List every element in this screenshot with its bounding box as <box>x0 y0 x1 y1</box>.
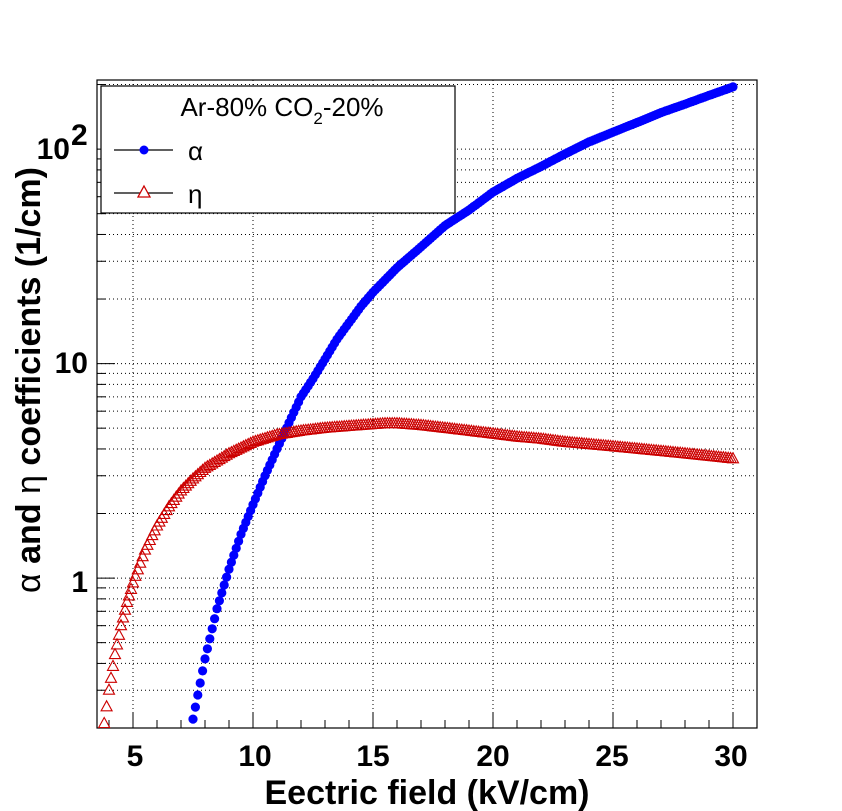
eta-data-point <box>97 716 111 728</box>
eta-data-point <box>120 595 134 607</box>
alpha-data-point <box>195 678 205 688</box>
eta-data-point <box>118 603 132 615</box>
eta-data-point <box>205 456 219 469</box>
alpha-data-point <box>200 654 210 664</box>
x-tick-label-20: 20 <box>476 740 509 773</box>
eta-data-point <box>200 459 214 472</box>
eta-data-point <box>188 469 202 482</box>
eta-data-point <box>162 499 176 512</box>
y-tick-label-100-exponent: 2 <box>71 119 88 152</box>
eta-data-point <box>172 486 186 499</box>
eta-data-point <box>114 618 128 631</box>
eta-data-point <box>203 458 217 470</box>
eta-data-point <box>112 628 126 640</box>
legend-eta-marker <box>136 184 152 198</box>
alpha-data-point <box>217 588 227 598</box>
legend-title-main: Ar-80% CO <box>180 92 313 122</box>
x-tick-label-15: 15 <box>356 740 389 773</box>
eta-data-point <box>131 562 145 575</box>
eta-data-point <box>193 465 207 478</box>
alpha-data-point <box>190 702 200 712</box>
eta-data-point <box>191 467 205 480</box>
series-alpha <box>188 82 738 724</box>
eta-data-point <box>210 453 224 466</box>
alpha-data-point <box>188 714 198 724</box>
alpha-data-point <box>198 666 208 676</box>
eta-data-point <box>726 451 740 464</box>
eta-data-point <box>104 671 118 683</box>
legend-title: Ar-80% CO2-20% <box>180 92 383 128</box>
eta-data-point <box>110 637 124 650</box>
eta-data-point <box>215 450 229 463</box>
eta-data-point <box>268 428 282 441</box>
alpha-data-point <box>219 580 229 590</box>
plot-frame <box>96 79 758 729</box>
alpha-data-point <box>210 614 220 624</box>
eta-data-point <box>136 549 150 562</box>
y-axis-title: α and η coefficients (1/cm) <box>10 167 48 593</box>
y-axis-title-alpha: α <box>10 573 48 593</box>
eta-data-point <box>212 452 226 465</box>
legend-eta-label: η <box>188 179 202 209</box>
alpha-data-point <box>193 690 203 700</box>
y-tick-label-1: 1 <box>71 566 88 599</box>
alpha-data-point <box>229 550 239 560</box>
data-series <box>97 82 740 728</box>
y-tick-labels: 1 10 10 2 <box>37 119 88 599</box>
eta-data-point <box>186 471 200 484</box>
eta-data-point <box>164 496 178 509</box>
alpha-data-point <box>214 596 224 606</box>
eta-data-point <box>169 490 183 502</box>
alpha-data-point <box>226 557 236 567</box>
eta-data-point <box>122 588 136 601</box>
x-tick-labels: 5 10 15 20 25 30 <box>127 740 748 773</box>
eta-data-point <box>106 659 120 671</box>
eta-data-point <box>167 493 181 505</box>
eta-data-point <box>198 461 212 473</box>
x-tick-label-10: 10 <box>238 740 271 773</box>
y-axis-title-rest: coefficients (1/cm) <box>10 167 48 475</box>
x-tick-label-5: 5 <box>127 740 144 773</box>
alpha-data-point <box>231 543 241 553</box>
legend-title-subscript: 2 <box>313 109 322 128</box>
eta-data-point <box>116 610 130 623</box>
alpha-data-point <box>234 536 244 546</box>
alpha-data-point <box>202 644 212 654</box>
eta-data-point <box>126 575 140 588</box>
y-tick-label-100-base: 10 <box>37 133 70 166</box>
alpha-data-point <box>728 82 738 92</box>
eta-data-point <box>133 556 147 568</box>
series-eta <box>97 416 740 728</box>
alpha-data-point <box>207 624 217 634</box>
legend-title-rest: -20% <box>323 92 384 122</box>
x-tick-label-25: 25 <box>595 740 628 773</box>
y-axis-title-and: and <box>10 494 48 573</box>
legend: Ar-80% CO2-20% α η <box>100 85 456 214</box>
x-axis-title: Eectric field (kV/cm) <box>264 774 589 811</box>
eta-data-point <box>265 429 279 441</box>
alpha-data-point <box>212 604 222 614</box>
eta-data-point <box>108 647 122 660</box>
eta-data-point <box>100 699 114 712</box>
y-axis-title-eta: η <box>10 475 48 494</box>
eta-data-point <box>208 455 222 468</box>
eta-data-point <box>102 683 116 695</box>
eta-data-point <box>128 569 142 581</box>
alpha-data-point <box>224 564 234 574</box>
eta-data-point <box>124 582 138 594</box>
alpha-data-point <box>222 572 232 582</box>
legend-alpha-label: α <box>188 136 203 166</box>
alpha-data-point <box>205 634 215 644</box>
x-tick-label-30: 30 <box>714 740 747 773</box>
legend-alpha-marker <box>139 145 149 155</box>
y-tick-label-10: 10 <box>55 347 88 380</box>
